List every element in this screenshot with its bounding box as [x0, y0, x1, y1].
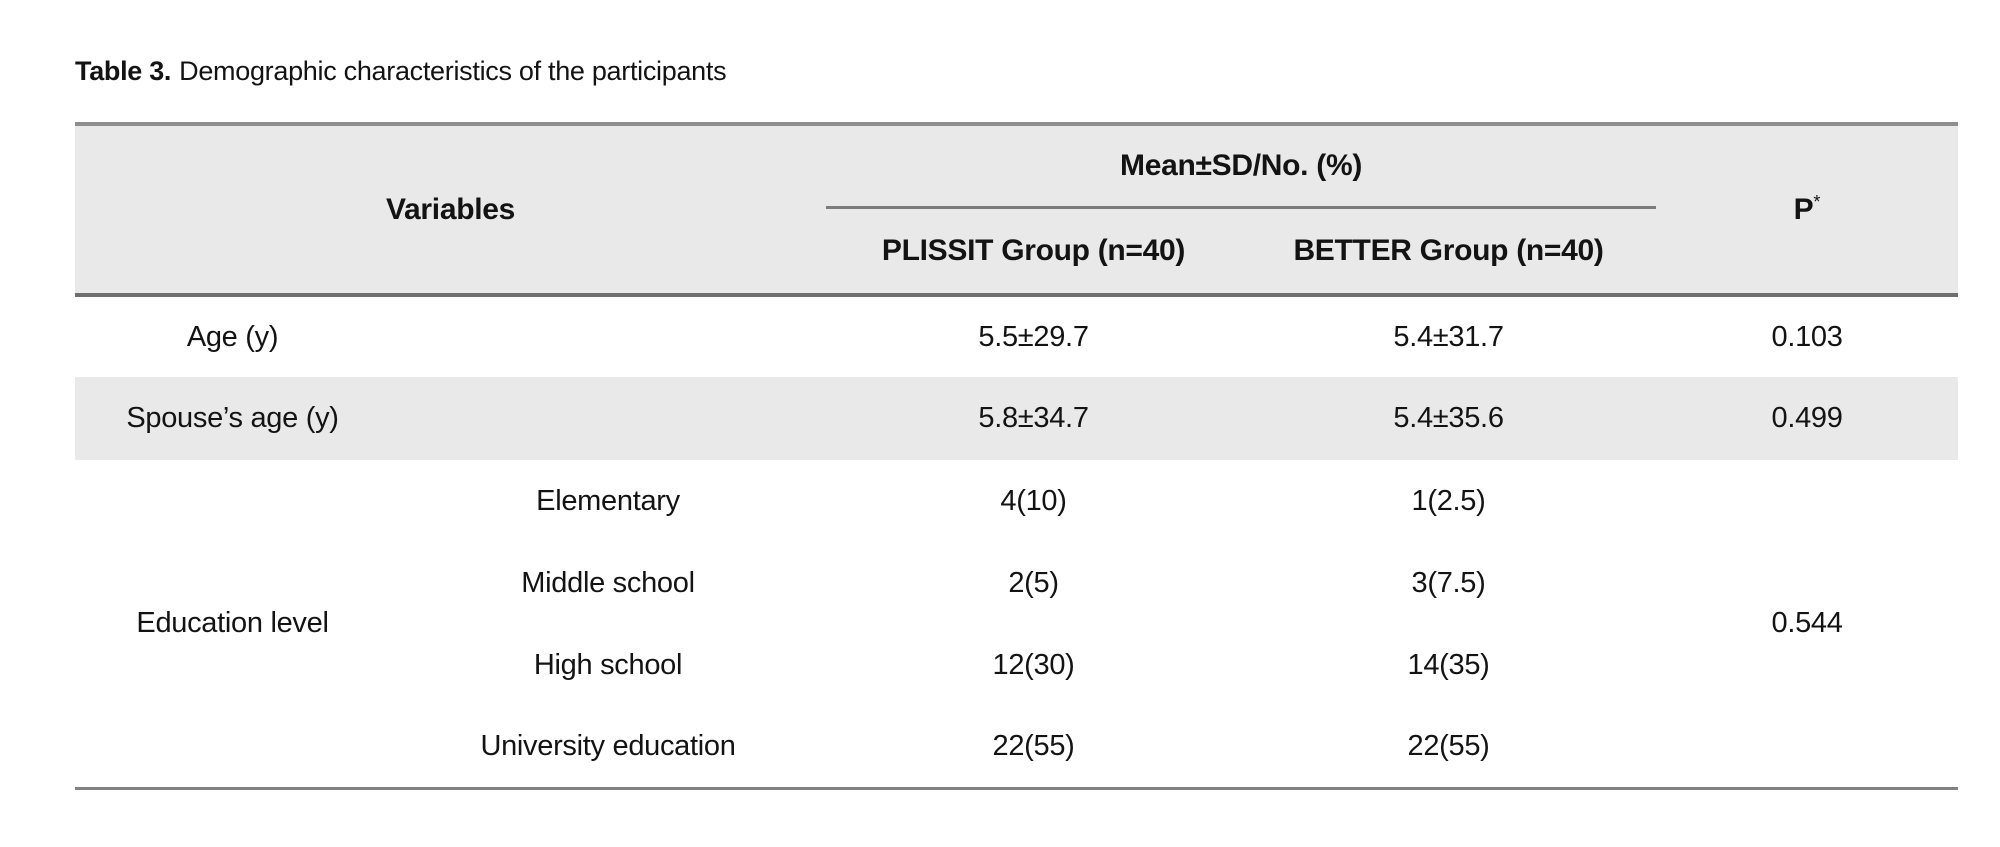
header-row-top: Variables Mean±SD/No. (%) P* — [75, 124, 1959, 295]
cell-age-better: 5.4±31.7 — [1241, 295, 1657, 377]
row-education-middle-school: Middle school 2(5) 3(7.5) — [75, 542, 1958, 624]
header-variables: Variables — [75, 124, 827, 295]
cell-elementary-plissit: 4(10) — [826, 460, 1242, 542]
cell-age-sub-empty — [390, 295, 827, 377]
header-p-label: P — [1793, 193, 1814, 226]
cell-middle-label: Middle school — [390, 542, 827, 624]
cell-university-plissit: 22(55) — [826, 706, 1242, 788]
cell-education-p: 0.544 — [1656, 460, 1959, 788]
table-caption-label: Table 3. — [75, 56, 172, 86]
cell-education-variable: Education level — [75, 460, 390, 788]
row-spouse-age: Spouse’s age (y) 5.8±34.7 5.4±35.6 0.499 — [75, 377, 1959, 460]
cell-high-label: High school — [390, 624, 827, 706]
cell-university-label: University education — [390, 706, 827, 788]
header-plissit-group: PLISSIT Group (n=40) — [826, 207, 1242, 295]
cell-spouse-plissit: 5.8±34.7 — [826, 377, 1242, 460]
table-header: Variables Mean±SD/No. (%) P* PLISSIT Gro… — [75, 124, 1959, 295]
cell-elementary-label: Elementary — [390, 460, 827, 542]
cell-age-variable: Age (y) — [75, 295, 390, 377]
demographics-table: Variables Mean±SD/No. (%) P* PLISSIT Gro… — [75, 122, 1959, 790]
header-row-groups: PLISSIT Group (n=40) BETTER Group (n=40) — [75, 207, 1958, 295]
cell-spouse-p: 0.499 — [1656, 377, 1959, 460]
table-caption-text: Demographic characteristics of the parti… — [179, 56, 727, 86]
cell-middle-plissit: 2(5) — [826, 542, 1242, 624]
cell-spouse-variable: Spouse’s age (y) — [75, 377, 390, 460]
row-education-elementary: Education level Elementary 4(10) 1(2.5) … — [75, 460, 1959, 788]
cell-university-better: 22(55) — [1241, 706, 1657, 788]
header-mean-sd: Mean±SD/No. (%) — [826, 124, 1657, 209]
cell-spouse-better: 5.4±35.6 — [1241, 377, 1657, 460]
row-education-high-school: High school 12(30) 14(35) — [75, 624, 1958, 706]
table-caption: Table 3. Demographic characteristics of t… — [75, 54, 727, 88]
cell-high-plissit: 12(30) — [826, 624, 1242, 706]
cell-age-plissit: 5.5±29.7 — [826, 295, 1242, 377]
cell-middle-better: 3(7.5) — [1241, 542, 1657, 624]
header-better-group: BETTER Group (n=40) — [1241, 207, 1657, 295]
cell-age-p: 0.103 — [1656, 295, 1959, 377]
row-age: Age (y) 5.5±29.7 5.4±31.7 0.103 — [75, 295, 1959, 377]
row-education-university: University education 22(55) 22(55) — [75, 706, 1958, 788]
cell-elementary-better: 1(2.5) — [1241, 460, 1657, 542]
cell-spouse-sub-empty — [390, 377, 827, 460]
header-p-value: P* — [1656, 124, 1959, 295]
header-p-asterisk: * — [1813, 192, 1821, 212]
cell-high-better: 14(35) — [1241, 624, 1657, 706]
table-body: Age (y) 5.5±29.7 5.4±31.7 0.103 Spouse’s… — [75, 295, 1959, 788]
